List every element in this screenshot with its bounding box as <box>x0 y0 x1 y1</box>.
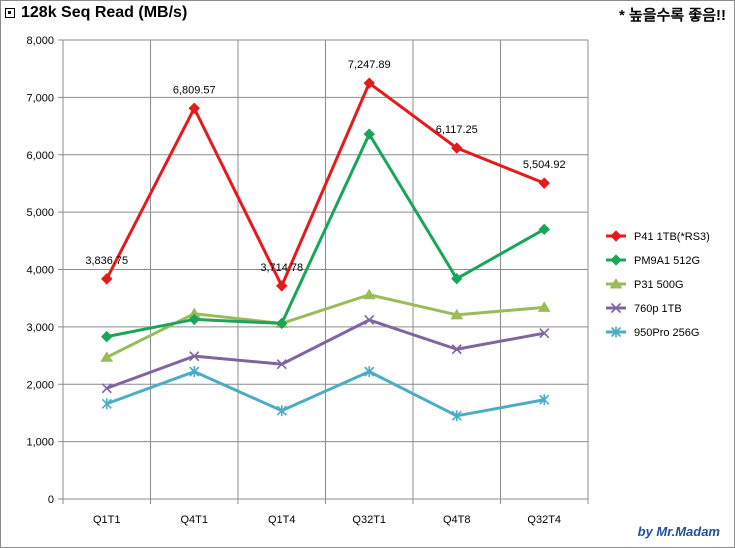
x-tick-label: Q1T4 <box>268 514 296 526</box>
title-bar: 128k Seq Read (MB/s) <box>5 4 187 22</box>
y-tick-label: 0 <box>48 494 54 506</box>
legend-label: PM9A1 512G <box>634 255 700 267</box>
data-point <box>276 280 288 292</box>
data-point <box>363 77 375 89</box>
data-point <box>189 351 200 362</box>
series-line <box>106 318 545 390</box>
legend-marker <box>610 230 622 242</box>
y-tick-label: 3,000 <box>26 322 54 334</box>
series-950pro-256g <box>101 366 550 422</box>
data-point <box>188 313 200 326</box>
legend: P41 1TB(*RS3) PM9A1 512G P31 500G 760p 1TB 9… <box>606 230 710 339</box>
data-point <box>276 405 287 417</box>
data-point <box>538 223 550 236</box>
legend-marker <box>610 326 622 338</box>
x-axis-ticks: Q1T1 Q4T1 Q1T4 Q32T1 Q4T8 Q32T4 <box>62 499 589 526</box>
data-point <box>276 359 287 370</box>
data-point <box>539 328 550 339</box>
data-point <box>276 317 288 330</box>
series-760p-1tb <box>101 314 550 394</box>
y-tick-label: 8,000 <box>26 35 54 47</box>
x-tick-label: Q4T1 <box>180 514 208 526</box>
data-labels: 3,836.75 6,809.57 3,714.78 7,247.89 6,117.25… <box>85 59 565 274</box>
series-line <box>106 132 545 339</box>
data-point <box>188 102 200 115</box>
data-point <box>451 410 462 422</box>
data-point <box>537 301 551 312</box>
data-point <box>101 398 112 410</box>
legend-label: 760p 1TB <box>634 303 682 315</box>
legend-label: P41 1TB(*RS3) <box>634 231 710 243</box>
series-pm9a1-512g <box>101 128 550 343</box>
x-tick-label: Q4T8 <box>443 514 471 526</box>
legend-entry: P31 500G <box>606 278 684 291</box>
data-point <box>100 351 114 362</box>
data-label: 7,247.89 <box>348 59 391 71</box>
data-label: 3,836.75 <box>85 255 128 267</box>
data-label: 5,504.92 <box>523 159 566 171</box>
y-tick-label: 2,000 <box>26 379 54 391</box>
chart-title: 128k Seq Read (MB/s) <box>21 4 188 21</box>
y-tick-label: 5,000 <box>26 207 54 219</box>
data-point <box>539 394 550 406</box>
y-tick-label: 6,000 <box>26 150 54 162</box>
legend-entry: 760p 1TB <box>606 302 682 315</box>
data-point <box>101 383 112 394</box>
legend-entry: PM9A1 512G <box>606 254 700 267</box>
legend-entry: P41 1TB(*RS3) <box>606 230 710 243</box>
data-point <box>364 366 375 378</box>
legend-entry: 950Pro 256G <box>606 326 699 339</box>
data-label: 6,809.57 <box>173 84 216 96</box>
series-line <box>106 370 545 418</box>
y-axis-ticks: 0 1,000 2,000 3,000 4,000 5,000 6,000 7,000 8,00… <box>26 35 63 506</box>
x-tick-label: Q32T4 <box>527 514 561 526</box>
gridlines <box>63 39 588 499</box>
data-point <box>363 128 375 140</box>
data-label: 3,714.78 <box>260 262 303 274</box>
x-tick-label: Q1T1 <box>93 514 121 526</box>
data-point <box>364 314 375 326</box>
data-point <box>451 142 463 154</box>
y-tick-label: 7,000 <box>26 92 54 104</box>
data-point <box>450 308 464 320</box>
data-point <box>451 272 463 285</box>
y-tick-label: 1,000 <box>26 437 54 449</box>
credit-text: by Mr.Madam <box>637 524 720 539</box>
series-line <box>105 81 545 288</box>
series-layer <box>100 77 551 422</box>
data-point <box>101 330 113 343</box>
legend-marker <box>610 302 622 314</box>
legend-marker <box>610 254 622 266</box>
series-p41-1tb-rs3- <box>101 77 550 292</box>
x-tick-label: Q32T1 <box>352 514 386 526</box>
data-label: 6,117.25 <box>436 124 478 136</box>
data-point <box>538 177 550 189</box>
data-point <box>189 366 200 378</box>
y-tick-label: 4,000 <box>26 265 54 277</box>
legend-label: P31 500G <box>634 279 684 291</box>
data-point <box>101 273 113 285</box>
legend-marker <box>609 278 623 289</box>
data-point <box>451 344 462 355</box>
note-text: * 높을수록 좋음!! <box>619 7 726 24</box>
checkbox-square-icon <box>5 8 15 18</box>
legend-label: 950Pro 256G <box>634 327 699 339</box>
data-point <box>362 288 376 300</box>
